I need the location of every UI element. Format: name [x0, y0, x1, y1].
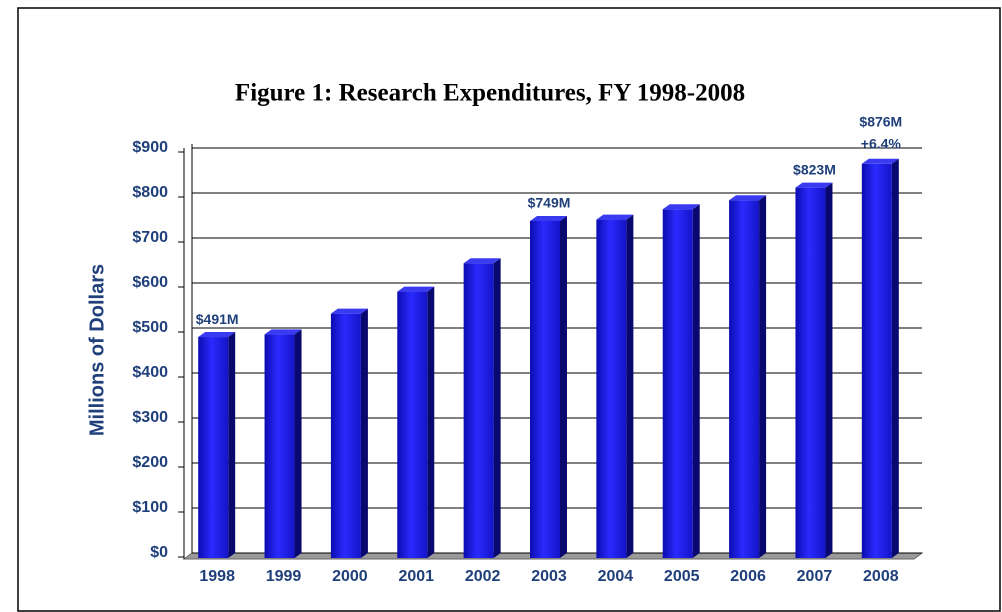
y-tick-label: $400 — [132, 364, 168, 381]
bar-face — [427, 286, 435, 558]
frame — [17, 7, 1001, 612]
x-tick-label: 2002 — [465, 568, 501, 585]
y-axis-label: Millions of Dollars — [86, 264, 108, 436]
bar-face — [825, 182, 833, 558]
y-tick-label: $900 — [132, 139, 168, 156]
bar — [530, 215, 567, 558]
y-tick-label: $600 — [132, 274, 168, 291]
bar-face — [493, 258, 501, 558]
bar-face — [360, 308, 368, 558]
data-label: $749M — [528, 195, 571, 211]
y-tick-label: $800 — [132, 184, 168, 201]
x-tick-label: 2007 — [797, 568, 833, 585]
bar-face — [198, 332, 236, 338]
bar — [463, 258, 501, 558]
bar-face — [596, 219, 627, 558]
bar-face — [759, 195, 767, 558]
x-tick-label: 2000 — [332, 568, 368, 585]
data-label: $823M — [793, 161, 836, 177]
bar — [264, 329, 302, 558]
x-tick-label: 2005 — [664, 568, 700, 585]
bar — [861, 158, 899, 559]
x-tick-label: 2003 — [531, 568, 567, 585]
y-tick-label: $700 — [132, 229, 168, 246]
bar-face — [198, 337, 229, 558]
bar — [596, 214, 634, 558]
bar-face — [264, 334, 295, 558]
bar — [662, 204, 700, 558]
bar — [795, 182, 833, 558]
x-tick-label: 1998 — [199, 568, 235, 585]
bar-face — [264, 329, 302, 335]
bar-face — [397, 286, 435, 292]
x-tick-label: 2001 — [398, 568, 434, 585]
bar-face — [626, 214, 634, 558]
bar-face — [729, 200, 760, 558]
bar — [198, 332, 236, 558]
bar-face — [330, 313, 361, 558]
annotation: +6.4% — [861, 136, 902, 152]
y-tick-label: $100 — [132, 499, 168, 516]
chart-title: Figure 1: Research Expenditures, FY 1998… — [235, 80, 745, 107]
y-tick-label: $500 — [132, 319, 168, 336]
y-tick-label: $200 — [132, 454, 168, 471]
bar-face — [662, 204, 700, 210]
bar-face — [530, 215, 567, 221]
bar-face — [330, 308, 368, 314]
bar-face — [463, 263, 494, 558]
bar-face — [463, 258, 501, 264]
bar — [729, 195, 767, 558]
bar-face — [692, 204, 700, 558]
bar-face — [397, 291, 428, 558]
bar-face — [294, 329, 302, 558]
bar-face — [795, 187, 826, 558]
bar-face — [795, 182, 833, 188]
bar-face — [530, 220, 560, 558]
bar-face — [228, 332, 236, 558]
bar — [330, 308, 368, 558]
x-tick-label: 2004 — [598, 568, 634, 585]
y-tick-label: $300 — [132, 409, 168, 426]
x-tick-label: 2008 — [863, 568, 899, 585]
bar — [397, 286, 435, 558]
y-tick-label: $0 — [150, 544, 168, 561]
bar-face — [891, 158, 899, 559]
bar-face — [861, 158, 899, 164]
data-label: $491M — [196, 311, 239, 327]
x-tick-label: 2006 — [730, 568, 766, 585]
bar-face — [729, 195, 767, 201]
bar-face — [861, 163, 892, 559]
data-label: $876M — [859, 114, 902, 130]
bar-face — [560, 215, 567, 558]
bar-face — [662, 209, 693, 558]
x-tick-label: 1999 — [266, 568, 302, 585]
bar-face — [596, 214, 634, 220]
